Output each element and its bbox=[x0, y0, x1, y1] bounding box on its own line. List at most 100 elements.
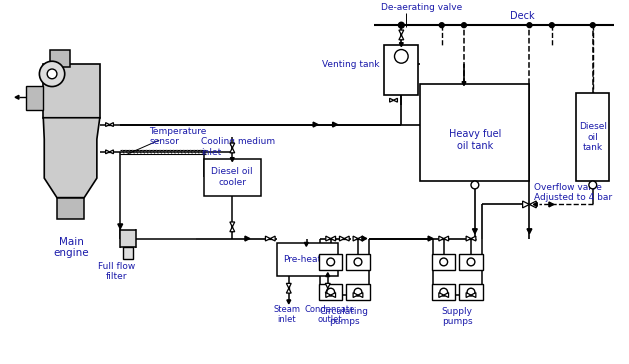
Polygon shape bbox=[333, 122, 338, 127]
Polygon shape bbox=[462, 82, 466, 86]
Polygon shape bbox=[326, 293, 331, 297]
Circle shape bbox=[527, 23, 532, 28]
Bar bbox=[277, 244, 338, 276]
Polygon shape bbox=[270, 236, 275, 241]
Polygon shape bbox=[394, 98, 398, 102]
Bar bbox=[459, 254, 482, 270]
Polygon shape bbox=[399, 30, 404, 35]
Polygon shape bbox=[304, 242, 308, 246]
Text: Diesel oil
cooler: Diesel oil cooler bbox=[211, 167, 253, 187]
Bar bbox=[57, 198, 84, 219]
Polygon shape bbox=[331, 293, 335, 297]
Bar bbox=[319, 254, 342, 270]
Polygon shape bbox=[439, 293, 443, 297]
Circle shape bbox=[467, 258, 475, 266]
Text: Overflow valve
Adjusted to 4 bar: Overflow valve Adjusted to 4 bar bbox=[534, 183, 613, 202]
Bar bbox=[50, 50, 70, 67]
Polygon shape bbox=[428, 236, 433, 241]
Polygon shape bbox=[325, 283, 330, 288]
Text: Pre-heater: Pre-heater bbox=[284, 255, 331, 264]
Text: Main
engine: Main engine bbox=[53, 237, 89, 258]
Text: Heavy fuel
oil tank: Heavy fuel oil tank bbox=[448, 129, 501, 151]
Polygon shape bbox=[230, 148, 235, 153]
Polygon shape bbox=[399, 43, 403, 47]
Polygon shape bbox=[109, 150, 113, 154]
Circle shape bbox=[354, 258, 362, 266]
Text: Circulating
pumps: Circulating pumps bbox=[320, 307, 369, 326]
Polygon shape bbox=[353, 236, 358, 241]
Polygon shape bbox=[245, 236, 250, 241]
Bar bbox=[347, 254, 370, 270]
Text: Venting tank: Venting tank bbox=[322, 60, 379, 69]
Circle shape bbox=[327, 288, 335, 296]
Circle shape bbox=[40, 61, 65, 87]
Polygon shape bbox=[549, 202, 554, 207]
Polygon shape bbox=[286, 288, 291, 293]
Polygon shape bbox=[472, 229, 477, 234]
Bar bbox=[347, 284, 370, 300]
Polygon shape bbox=[265, 236, 270, 241]
Bar bbox=[576, 94, 610, 181]
Text: Condensate
outlet: Condensate outlet bbox=[304, 305, 355, 324]
Polygon shape bbox=[471, 293, 476, 297]
Polygon shape bbox=[523, 201, 530, 208]
Text: Full flow
filter: Full flow filter bbox=[97, 262, 135, 281]
Polygon shape bbox=[443, 236, 448, 241]
Bar bbox=[459, 284, 482, 300]
Polygon shape bbox=[399, 35, 404, 40]
Circle shape bbox=[354, 288, 362, 296]
Circle shape bbox=[398, 22, 404, 28]
Polygon shape bbox=[109, 123, 113, 127]
Polygon shape bbox=[286, 283, 291, 288]
Text: De-aerating valve: De-aerating valve bbox=[381, 3, 462, 12]
Polygon shape bbox=[230, 143, 235, 148]
Bar bbox=[26, 86, 43, 110]
Polygon shape bbox=[353, 293, 358, 297]
Polygon shape bbox=[230, 227, 235, 232]
Polygon shape bbox=[533, 202, 537, 206]
Bar bbox=[123, 247, 133, 259]
Circle shape bbox=[47, 69, 57, 79]
Polygon shape bbox=[43, 118, 100, 198]
Bar bbox=[432, 284, 455, 300]
Circle shape bbox=[440, 258, 448, 266]
Polygon shape bbox=[15, 95, 19, 99]
Polygon shape bbox=[443, 293, 448, 297]
Polygon shape bbox=[362, 236, 367, 241]
Circle shape bbox=[589, 181, 597, 189]
Text: Steam
inlet: Steam inlet bbox=[274, 305, 300, 324]
Polygon shape bbox=[287, 300, 291, 304]
Bar bbox=[432, 254, 455, 270]
Circle shape bbox=[439, 23, 444, 28]
Text: Diesel
oil
tank: Diesel oil tank bbox=[579, 122, 607, 152]
Bar bbox=[204, 159, 260, 196]
Polygon shape bbox=[471, 236, 476, 241]
Bar bbox=[319, 284, 342, 300]
Circle shape bbox=[462, 23, 466, 28]
Circle shape bbox=[394, 50, 408, 63]
Polygon shape bbox=[439, 236, 443, 241]
Polygon shape bbox=[326, 273, 330, 277]
Circle shape bbox=[471, 181, 479, 189]
Polygon shape bbox=[466, 293, 471, 297]
Circle shape bbox=[467, 288, 475, 296]
Polygon shape bbox=[313, 122, 318, 127]
Polygon shape bbox=[118, 224, 123, 229]
Bar bbox=[420, 84, 530, 181]
Polygon shape bbox=[530, 201, 537, 208]
Polygon shape bbox=[344, 236, 349, 241]
Text: Deck: Deck bbox=[510, 11, 535, 21]
Bar bbox=[120, 230, 136, 247]
Circle shape bbox=[549, 23, 554, 28]
Circle shape bbox=[591, 23, 595, 28]
Polygon shape bbox=[389, 98, 394, 102]
Polygon shape bbox=[106, 123, 109, 127]
Polygon shape bbox=[326, 236, 331, 241]
Circle shape bbox=[440, 288, 448, 296]
Polygon shape bbox=[230, 222, 235, 227]
Circle shape bbox=[327, 258, 335, 266]
Polygon shape bbox=[331, 236, 335, 241]
Polygon shape bbox=[106, 150, 109, 154]
Polygon shape bbox=[325, 288, 330, 293]
Bar bbox=[384, 45, 418, 95]
